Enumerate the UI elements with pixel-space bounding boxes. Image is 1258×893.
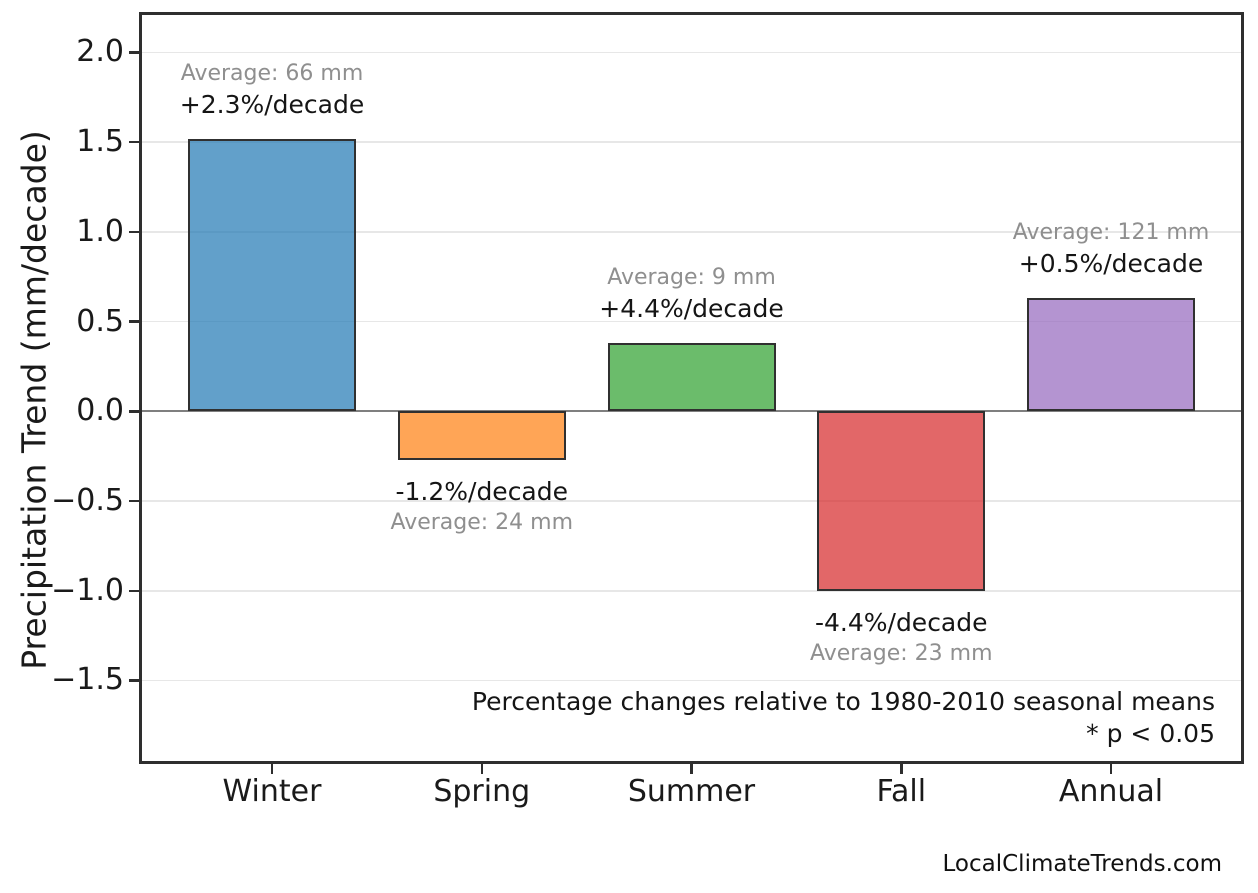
y-tick-mark [129, 499, 140, 503]
bar-fall [817, 411, 986, 591]
x-tick-label-summer: Summer [627, 774, 756, 809]
x-tick-mark [1109, 763, 1113, 774]
x-tick-label-spring: Spring [433, 774, 531, 809]
trend-label: +0.5%/decade [1018, 249, 1204, 279]
annotation-spring: -1.2%/decade Average: 24 mm [262, 476, 702, 538]
y-tick-mark [129, 51, 140, 54]
annotation-annual: Average: 121 mm +0.5%/decade [891, 218, 1258, 280]
bar-spring [397, 411, 566, 460]
x-tick-label-winter: Winter [222, 774, 322, 809]
annotation-winter: Average: 66 mm +2.3%/decade [52, 59, 492, 121]
y-tick-label: 1.5 [76, 124, 124, 160]
footnote-line2: * p < 0.05 [1086, 719, 1215, 748]
gridline [140, 679, 1243, 682]
plot-area: Average: 66 mm +2.3%/decade -1.2%/decade Av… [139, 12, 1244, 764]
x-tick-mark [270, 763, 274, 774]
average-label: Average: 23 mm [809, 640, 993, 666]
watermark: LocalClimateTrends.com [942, 851, 1222, 877]
footnote: Percentage changes relative to 1980-2010… [472, 686, 1215, 750]
trend-label: +4.4%/decade [599, 294, 784, 324]
y-tick-label: 2.0 [76, 34, 124, 70]
bar-annual [1027, 298, 1195, 412]
average-label: Average: 121 mm [1012, 220, 1210, 246]
x-tick-mark [900, 763, 903, 774]
x-tick-label-fall: Fall [876, 774, 927, 809]
gridline [140, 231, 1243, 233]
annotation-fall: -4.4%/decade Average: 23 mm [681, 607, 1121, 669]
y-tick-label: −1.0 [51, 572, 124, 608]
bar-summer [607, 343, 776, 412]
annotation-summer: Average: 9 mm +4.4%/decade [472, 263, 912, 325]
gridline [140, 320, 1243, 323]
zero-line [140, 410, 1243, 413]
trend-label: -1.2%/decade [395, 476, 569, 506]
gridline [140, 500, 1243, 502]
x-tick-mark [480, 763, 483, 774]
y-tick-mark [129, 140, 140, 144]
y-tick-label: −0.5 [51, 483, 124, 519]
average-label: Average: 66 mm [180, 60, 364, 86]
y-tick-label: 0.5 [76, 303, 124, 339]
y-tick-mark [129, 320, 140, 323]
average-label: Average: 9 mm [607, 265, 776, 291]
trend-label: +2.3%/decade [179, 89, 365, 119]
y-tick-label: −1.5 [51, 662, 124, 698]
gridline [140, 141, 1243, 143]
y-tick-label: 1.0 [76, 213, 124, 249]
footnote-line1: Percentage changes relative to 1980-2010… [471, 687, 1215, 716]
bar-winter [188, 138, 356, 412]
gridline [140, 590, 1243, 592]
y-tick-mark [129, 679, 140, 682]
x-tick-label-annual: Annual [1058, 774, 1164, 809]
y-tick-mark [129, 410, 140, 413]
y-tick-label: 0.0 [76, 393, 124, 429]
gridline [140, 51, 1243, 54]
trend-label: -4.4%/decade [814, 607, 988, 637]
average-label: Average: 24 mm [390, 509, 574, 535]
y-tick-mark [129, 230, 140, 234]
x-tick-mark [690, 763, 693, 774]
y-tick-mark [129, 589, 140, 592]
